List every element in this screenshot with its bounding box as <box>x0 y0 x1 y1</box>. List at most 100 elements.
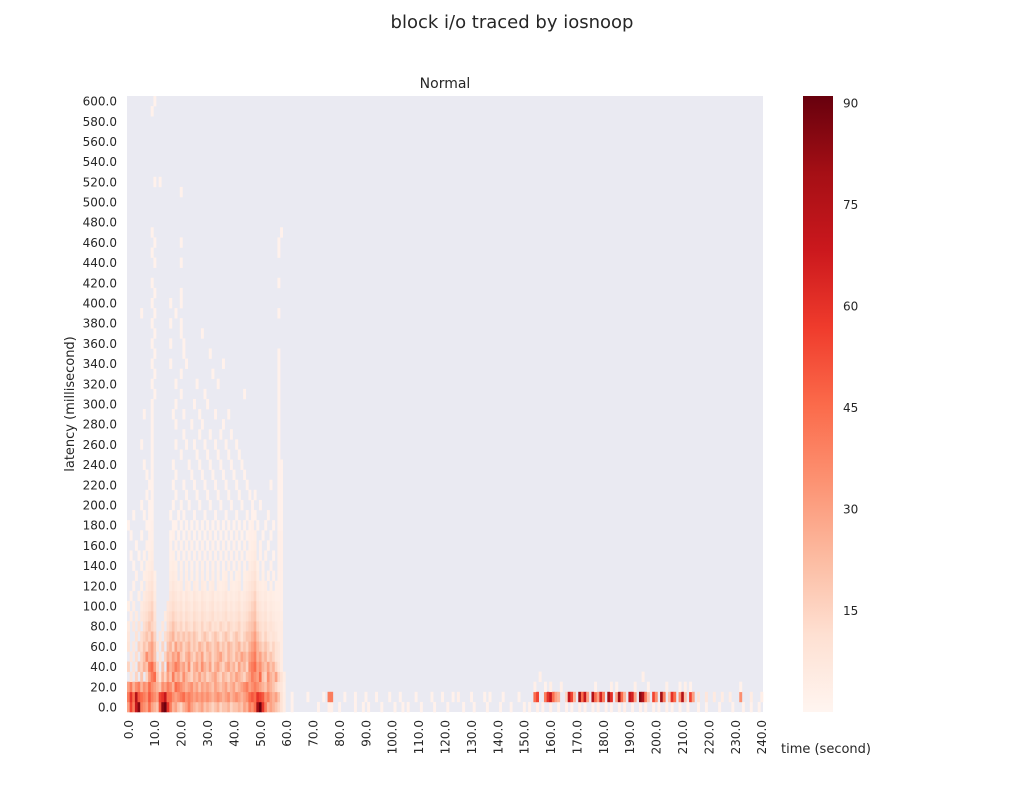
heatmap-cell <box>192 651 196 662</box>
heatmap-cell <box>127 631 130 642</box>
heatmap-cell <box>195 621 199 632</box>
heatmap-cell <box>248 520 252 531</box>
heatmap-cell <box>185 611 188 622</box>
heatmap-cell <box>200 520 204 531</box>
heatmap-cell <box>280 530 283 541</box>
heatmap-cell <box>456 691 460 703</box>
heatmap-cell <box>153 701 157 713</box>
heatmap-cell <box>169 621 173 632</box>
heatmap-cell <box>229 681 233 693</box>
heatmap-cell <box>171 520 175 531</box>
heatmap-cell <box>235 681 239 693</box>
heatmap-cell <box>433 701 437 713</box>
heatmap-cell <box>274 600 278 612</box>
heatmap-cell <box>229 499 233 511</box>
heatmap-cell <box>245 479 249 491</box>
heatmap-cell <box>195 560 199 571</box>
heatmap-cell <box>190 691 194 703</box>
x-tick-label: 160.0 <box>544 720 558 754</box>
heatmap-cell <box>235 661 239 672</box>
heatmap-cell <box>182 429 186 440</box>
heatmap-cell <box>237 671 241 683</box>
heatmap-cell <box>187 530 191 541</box>
heatmap-cell <box>169 318 173 329</box>
heatmap-cell <box>198 409 202 420</box>
heatmap-cell <box>256 580 260 592</box>
heatmap-cell <box>192 611 196 622</box>
heatmap-cell <box>166 651 170 662</box>
heatmap-cell <box>258 590 262 602</box>
heatmap-cell <box>277 469 281 481</box>
heatmap-cell <box>274 651 278 662</box>
heatmap-cell <box>219 701 223 713</box>
heatmap-cell <box>282 671 286 683</box>
heatmap-cell <box>192 701 196 713</box>
heatmap-cell <box>251 661 254 672</box>
heatmap-cell <box>140 439 144 450</box>
heatmap-cell <box>185 600 188 612</box>
heatmap-cell <box>211 590 215 602</box>
heatmap-cell <box>219 499 223 511</box>
heatmap-cell <box>216 378 220 390</box>
x-tick-labels: 0.0 10.0 20.0 30.0 40.0 50.0 60.0 70.0 80.0 90.0 1… <box>122 720 769 754</box>
heatmap-cell <box>251 530 254 541</box>
heatmap-cell <box>248 621 252 632</box>
y-tick-label: 440.0 <box>83 256 117 270</box>
heatmap-cell <box>282 701 286 713</box>
heatmap-cell <box>182 409 186 420</box>
chart-title: Normal <box>420 76 471 92</box>
heatmap-cell <box>208 691 212 703</box>
heatmap-cell <box>179 237 183 248</box>
x-tick-label: 180.0 <box>597 720 611 754</box>
heatmap-cell <box>599 691 603 703</box>
heatmap-cell <box>277 459 281 470</box>
heatmap-cell <box>446 701 450 713</box>
heatmap-cell <box>153 621 157 632</box>
heatmap-cell <box>198 429 202 440</box>
heatmap-cell <box>227 600 231 612</box>
heatmap-cell <box>261 621 265 632</box>
heatmap-cell <box>222 621 225 632</box>
heatmap-cell <box>150 611 154 622</box>
heatmap-cell <box>224 641 228 652</box>
heatmap-cell <box>222 580 225 592</box>
heatmap-cell <box>179 681 183 693</box>
heatmap-cell <box>179 600 183 612</box>
heatmap-cell <box>195 489 199 501</box>
y-tick-label: 520.0 <box>83 175 117 189</box>
heatmap-cell <box>604 701 608 713</box>
heatmap-cell <box>195 651 199 662</box>
heatmap-cell <box>171 570 175 582</box>
x-axis-label: time (second) <box>781 742 871 757</box>
heatmap-cell <box>704 701 708 713</box>
heatmap-cell <box>179 287 183 299</box>
heatmap-cell <box>277 691 281 703</box>
heatmap-cell <box>148 560 152 571</box>
heatmap-cell <box>451 691 455 703</box>
heatmap-cell <box>594 681 598 693</box>
heatmap-cell <box>142 611 146 622</box>
heatmap-cell <box>169 691 173 703</box>
heatmap-cell <box>195 631 199 642</box>
heatmap-cell <box>224 661 228 672</box>
heatmap-cell <box>177 691 181 703</box>
heatmap-cell <box>522 701 526 713</box>
heatmap-cell <box>227 449 231 460</box>
heatmap-cell <box>578 691 582 703</box>
heatmap-cell <box>258 671 262 683</box>
heatmap-cell <box>657 701 661 713</box>
heatmap-cell <box>280 227 283 238</box>
heatmap-cell <box>219 580 223 592</box>
heatmap-cell <box>156 641 159 652</box>
heatmap-cell <box>216 621 220 632</box>
heatmap-cell <box>243 651 247 662</box>
heatmap-cell <box>171 681 175 693</box>
heatmap-cell <box>235 651 239 662</box>
heatmap-cell <box>132 600 136 612</box>
heatmap-cell <box>264 611 268 622</box>
heatmap-cell <box>229 530 233 541</box>
heatmap-cell <box>150 277 154 289</box>
x-tick-label: 90.0 <box>359 720 373 747</box>
heatmap-cell <box>214 600 218 612</box>
